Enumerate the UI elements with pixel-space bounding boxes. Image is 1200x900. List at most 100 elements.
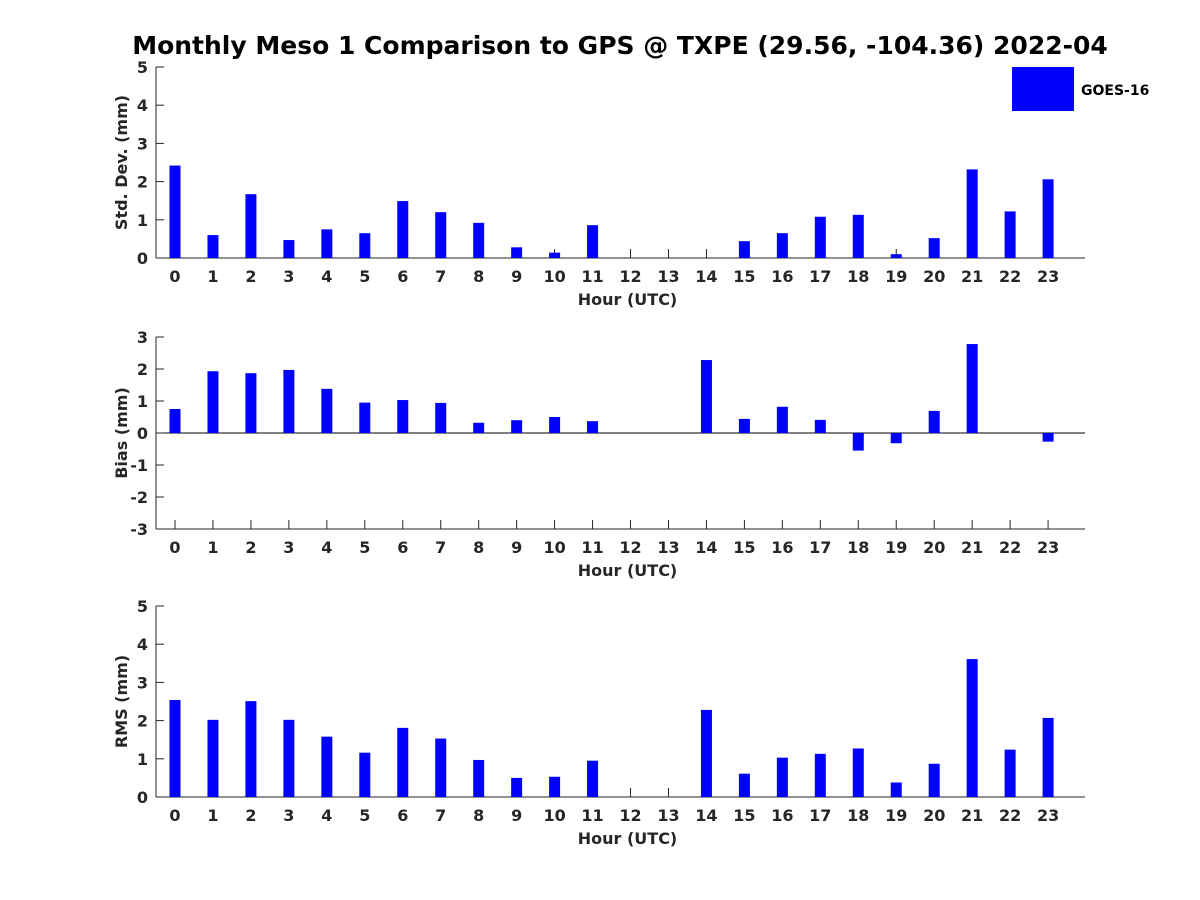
bar-hour-8 bbox=[473, 422, 485, 433]
bar-hour-18 bbox=[852, 214, 864, 258]
x-tick-label: 12 bbox=[619, 806, 641, 825]
x-tick-label: 2 bbox=[245, 806, 256, 825]
x-tick-label: 17 bbox=[809, 267, 831, 286]
bar-hour-17 bbox=[814, 419, 826, 433]
bar-hour-3 bbox=[283, 240, 295, 258]
y-tick-label: 1 bbox=[137, 211, 148, 230]
x-tick-label: 16 bbox=[771, 806, 793, 825]
bar-hour-19 bbox=[890, 782, 902, 797]
x-tick-label: 8 bbox=[473, 267, 484, 286]
x-tick-label: 5 bbox=[359, 538, 370, 557]
x-tick-label: 15 bbox=[733, 267, 755, 286]
y-tick-label: 0 bbox=[137, 424, 148, 443]
bar-hour-17 bbox=[814, 753, 826, 797]
bar-hour-20 bbox=[928, 238, 940, 258]
bar-hour-20 bbox=[928, 410, 940, 433]
bar-hour-15 bbox=[738, 773, 750, 797]
bar-hour-2 bbox=[245, 373, 257, 433]
bar-hour-7 bbox=[435, 738, 447, 797]
bar-hour-10 bbox=[549, 776, 561, 797]
bar-hour-22 bbox=[1004, 211, 1016, 258]
x-tick-label: 22 bbox=[999, 806, 1021, 825]
bar-hour-14 bbox=[700, 709, 712, 797]
bar-hour-21 bbox=[966, 344, 978, 433]
x-tick-label: 3 bbox=[283, 267, 294, 286]
y-tick-label: 5 bbox=[137, 58, 148, 77]
x-tick-label: 4 bbox=[321, 538, 332, 557]
y-tick-label: 0 bbox=[137, 249, 148, 268]
bar-hour-4 bbox=[321, 736, 333, 797]
x-tick-label: 7 bbox=[435, 267, 446, 286]
x-tick-label: 17 bbox=[809, 806, 831, 825]
x-axis-label: Hour (UTC) bbox=[578, 829, 678, 848]
bar-hour-1 bbox=[207, 719, 219, 797]
y-tick-label: 4 bbox=[137, 635, 148, 654]
x-tick-label: 17 bbox=[809, 538, 831, 557]
x-tick-label: 12 bbox=[619, 538, 641, 557]
y-tick-label: -1 bbox=[130, 456, 148, 475]
x-tick-label: 5 bbox=[359, 267, 370, 286]
bar-hour-8 bbox=[473, 222, 485, 258]
bar-hour-19 bbox=[890, 433, 902, 444]
x-tick-label: 13 bbox=[657, 267, 679, 286]
legend-swatch bbox=[1012, 67, 1074, 111]
bar-hour-18 bbox=[852, 748, 864, 797]
x-tick-label: 0 bbox=[169, 538, 180, 557]
y-axis-label: Bias (mm) bbox=[112, 387, 131, 479]
bar-hour-16 bbox=[776, 406, 788, 433]
y-tick-label: 3 bbox=[137, 673, 148, 692]
x-tick-label: 20 bbox=[923, 806, 945, 825]
bar-hour-10 bbox=[549, 417, 561, 433]
bar-hour-8 bbox=[473, 759, 485, 797]
bar-hour-6 bbox=[397, 201, 409, 258]
x-tick-label: 23 bbox=[1037, 267, 1059, 286]
x-tick-label: 10 bbox=[543, 538, 565, 557]
x-tick-label: 22 bbox=[999, 538, 1021, 557]
x-tick-label: 8 bbox=[473, 806, 484, 825]
y-tick-label: 5 bbox=[137, 597, 148, 616]
x-tick-label: 19 bbox=[885, 267, 907, 286]
x-tick-label: 4 bbox=[321, 267, 332, 286]
bar-hour-0 bbox=[169, 699, 181, 797]
x-tick-label: 16 bbox=[771, 267, 793, 286]
y-tick-label: 3 bbox=[137, 328, 148, 347]
bar-hour-6 bbox=[397, 400, 409, 433]
legend: GOES-16 bbox=[1012, 67, 1149, 111]
bar-hour-0 bbox=[169, 409, 181, 433]
bar-hour-23 bbox=[1042, 433, 1054, 442]
x-tick-label: 2 bbox=[245, 267, 256, 286]
x-tick-label: 13 bbox=[657, 806, 679, 825]
bar-hour-11 bbox=[587, 421, 599, 433]
bar-hour-16 bbox=[776, 757, 788, 797]
x-tick-label: 23 bbox=[1037, 806, 1059, 825]
bar-hour-21 bbox=[966, 169, 978, 258]
y-tick-label: 4 bbox=[137, 96, 148, 115]
bar-hour-4 bbox=[321, 229, 333, 258]
y-tick-label: 1 bbox=[137, 392, 148, 411]
x-axis-label: Hour (UTC) bbox=[578, 290, 678, 309]
x-tick-label: 10 bbox=[543, 806, 565, 825]
x-tick-label: 7 bbox=[435, 806, 446, 825]
x-tick-label: 18 bbox=[847, 267, 869, 286]
bar-hour-17 bbox=[814, 216, 826, 258]
bar-hour-20 bbox=[928, 763, 940, 797]
y-tick-label: 2 bbox=[137, 360, 148, 379]
x-tick-label: 19 bbox=[885, 538, 907, 557]
bar-hour-7 bbox=[435, 212, 447, 258]
bar-hour-5 bbox=[359, 233, 371, 258]
bar-hour-9 bbox=[511, 247, 523, 258]
x-tick-label: 6 bbox=[397, 267, 408, 286]
bar-hour-2 bbox=[245, 194, 257, 258]
y-tick-label: -2 bbox=[130, 488, 148, 507]
bar-hour-2 bbox=[245, 701, 257, 797]
x-tick-label: 21 bbox=[961, 267, 983, 286]
x-tick-label: 18 bbox=[847, 806, 869, 825]
bar-hour-16 bbox=[776, 233, 788, 258]
bar-hour-23 bbox=[1042, 179, 1054, 258]
bar-hour-6 bbox=[397, 727, 409, 797]
x-tick-label: 14 bbox=[695, 267, 717, 286]
